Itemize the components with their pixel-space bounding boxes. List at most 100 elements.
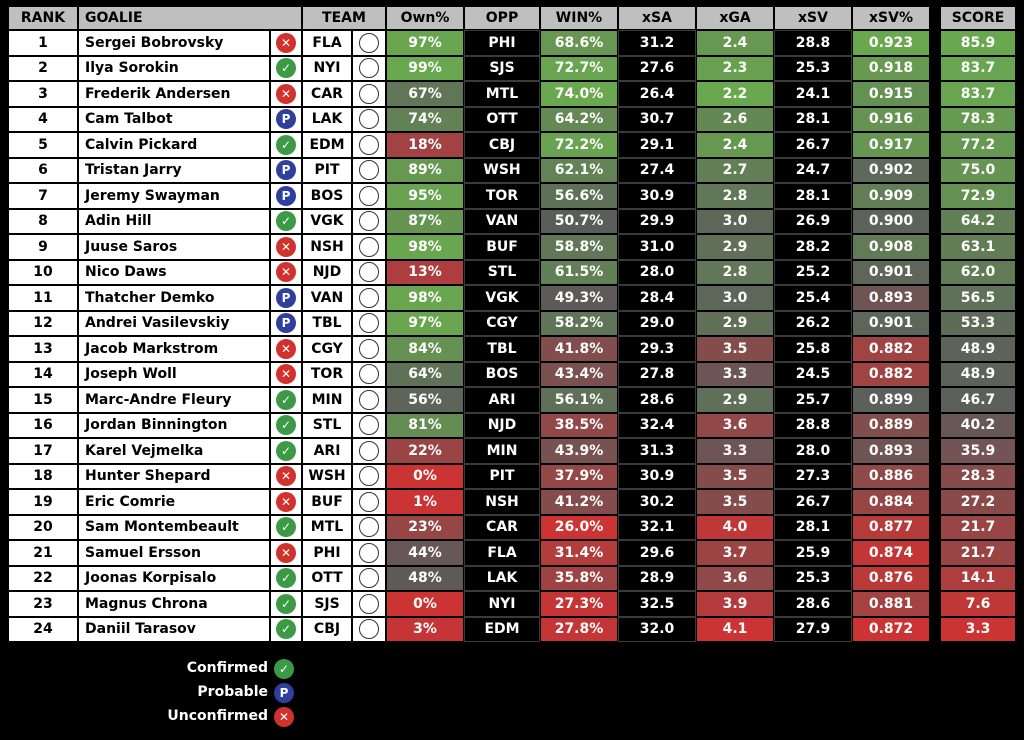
confirmed-check-icon: ✓ [276,568,296,589]
status-cell: ✕ [270,336,302,362]
cell-goalie: Jacob Markstrom [78,336,270,362]
cell-xga: 3.0 [696,208,774,234]
cell-goalie: Joseph Woll [78,361,270,387]
cell-score: 7.6 [940,591,1016,617]
cell-xsvp: 0.900 [852,208,930,234]
team-logo-icon [352,55,386,81]
cell-team: VGK [302,208,352,234]
team-logo-icon [352,285,386,311]
status-cell: ✓ [270,438,302,464]
cell-opp: NYI [464,591,540,617]
cell-xsa: 30.9 [618,463,696,489]
cell-win: 58.8% [540,234,618,260]
team-logo-icon [359,491,379,512]
cell-rank: 23 [8,591,78,617]
status-cell: P [270,157,302,183]
team-logo-icon [359,415,379,436]
cell-opp: BUF [464,234,540,260]
team-logo-icon [352,591,386,617]
cell-opp: OTT [464,106,540,132]
cell-team: STL [302,412,352,438]
header-opp[interactable]: OPP [464,6,540,30]
cell-xsa: 32.0 [618,616,696,642]
cell-xga: 2.6 [696,106,774,132]
probable-p-icon: P [276,160,296,181]
header-own[interactable]: Own% [386,6,464,30]
cell-win: 50.7% [540,208,618,234]
cell-goalie: Tristan Jarry [78,157,270,183]
cell-score: 40.2 [940,412,1016,438]
legend-label-unconfirmed: Unconfirmed [167,708,268,724]
cell-rank: 19 [8,489,78,515]
team-logo-icon [352,106,386,132]
cell-score: 78.3 [940,106,1016,132]
cell-score: 83.7 [940,55,1016,81]
header-xga[interactable]: xGA [696,6,774,30]
team-logo-icon [359,619,379,640]
header-xsvp[interactable]: xSV% [852,6,930,30]
confirmed-check-icon: ✓ [276,58,296,79]
unconfirmed-x-icon: ✕ [274,707,294,727]
team-logo-icon [352,234,386,260]
cell-xsv: 28.0 [774,438,852,464]
header-rank[interactable]: RANK [8,6,78,30]
cell-team: VAN [302,285,352,311]
header-win[interactable]: WIN% [540,6,618,30]
cell-xsv: 28.8 [774,30,852,56]
header-team[interactable]: TEAM [302,6,386,30]
cell-rank: 3 [8,81,78,107]
cell-score: 27.2 [940,489,1016,515]
cell-opp: LAK [464,565,540,591]
team-logo-icon [352,208,386,234]
cell-xga: 2.2 [696,81,774,107]
cell-xsa: 31.3 [618,438,696,464]
cell-win: 27.8% [540,616,618,642]
status-cell: P [270,106,302,132]
team-logo-icon [359,185,379,206]
cell-rank: 1 [8,30,78,56]
team-logo-icon [352,132,386,158]
cell-opp: VAN [464,208,540,234]
header-score[interactable]: SCORE [940,6,1016,30]
cell-own: 84% [386,336,464,362]
unconfirmed-x-icon: ✕ [276,32,296,53]
cell-opp: TOR [464,183,540,209]
team-logo-icon [359,440,379,461]
cell-goalie: Samuel Ersson [78,540,270,566]
team-logo-icon [352,336,386,362]
cell-win: 49.3% [540,285,618,311]
unconfirmed-x-icon: ✕ [276,466,296,487]
confirmed-check-icon: ✓ [276,211,296,232]
cell-own: 1% [386,489,464,515]
cell-rank: 6 [8,157,78,183]
status-cell: ✓ [270,208,302,234]
team-logo-icon [352,310,386,336]
cell-xsv: 25.8 [774,336,852,362]
cell-xsvp: 0.876 [852,565,930,591]
status-cell: ✓ [270,412,302,438]
cell-team: NYI [302,55,352,81]
cell-win: 74.0% [540,81,618,107]
header-xsa[interactable]: xSA [618,6,696,30]
status-cell: ✕ [270,30,302,56]
header-goalie[interactable]: GOALIE [78,6,302,30]
cell-opp: MTL [464,81,540,107]
cell-xsvp: 0.884 [852,489,930,515]
cell-xsa: 28.9 [618,565,696,591]
cell-score: 14.1 [940,565,1016,591]
cell-own: 81% [386,412,464,438]
cell-rank: 18 [8,463,78,489]
header-xsv[interactable]: xSV [774,6,852,30]
cell-own: 13% [386,259,464,285]
cell-xsv: 24.7 [774,157,852,183]
status-cell: ✓ [270,387,302,413]
cell-xsa: 28.6 [618,387,696,413]
cell-own: 98% [386,234,464,260]
cell-rank: 4 [8,106,78,132]
cell-goalie: Daniil Tarasov [78,616,270,642]
status-cell: ✕ [270,259,302,285]
team-logo-icon [352,81,386,107]
team-logo-icon [359,134,379,155]
cell-xsa: 31.2 [618,30,696,56]
cell-rank: 7 [8,183,78,209]
